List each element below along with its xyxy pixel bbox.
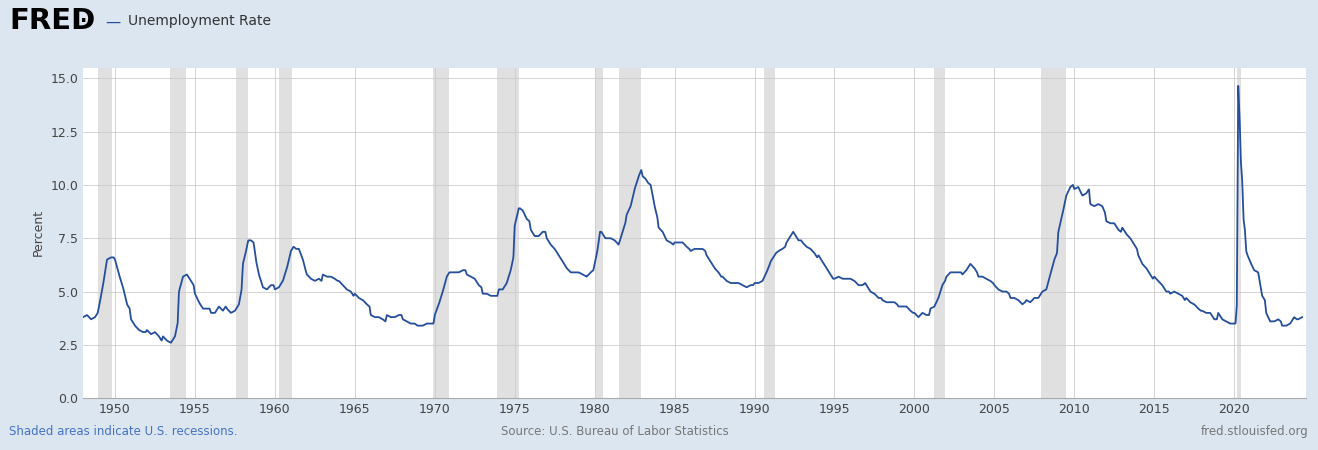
Bar bbox=[434, 68, 449, 398]
Bar bbox=[764, 68, 775, 398]
Bar bbox=[594, 68, 602, 398]
Bar bbox=[236, 68, 248, 398]
Bar bbox=[1236, 68, 1240, 398]
Text: Unemployment Rate: Unemployment Rate bbox=[128, 14, 270, 27]
Text: Source: U.S. Bureau of Labor Statistics: Source: U.S. Bureau of Labor Statistics bbox=[501, 425, 729, 438]
Bar bbox=[170, 68, 186, 398]
Y-axis label: Percent: Percent bbox=[32, 209, 45, 256]
Bar bbox=[497, 68, 519, 398]
Text: FRED: FRED bbox=[9, 7, 95, 35]
Bar bbox=[98, 68, 112, 398]
Text: fred.stlouisfed.org: fred.stlouisfed.org bbox=[1201, 425, 1309, 438]
Text: Shaded areas indicate U.S. recessions.: Shaded areas indicate U.S. recessions. bbox=[9, 425, 237, 438]
Bar bbox=[934, 68, 945, 398]
Bar bbox=[279, 68, 293, 398]
Text: —: — bbox=[105, 14, 121, 29]
Bar bbox=[618, 68, 642, 398]
Text: .: . bbox=[80, 7, 87, 26]
Bar bbox=[1041, 68, 1066, 398]
